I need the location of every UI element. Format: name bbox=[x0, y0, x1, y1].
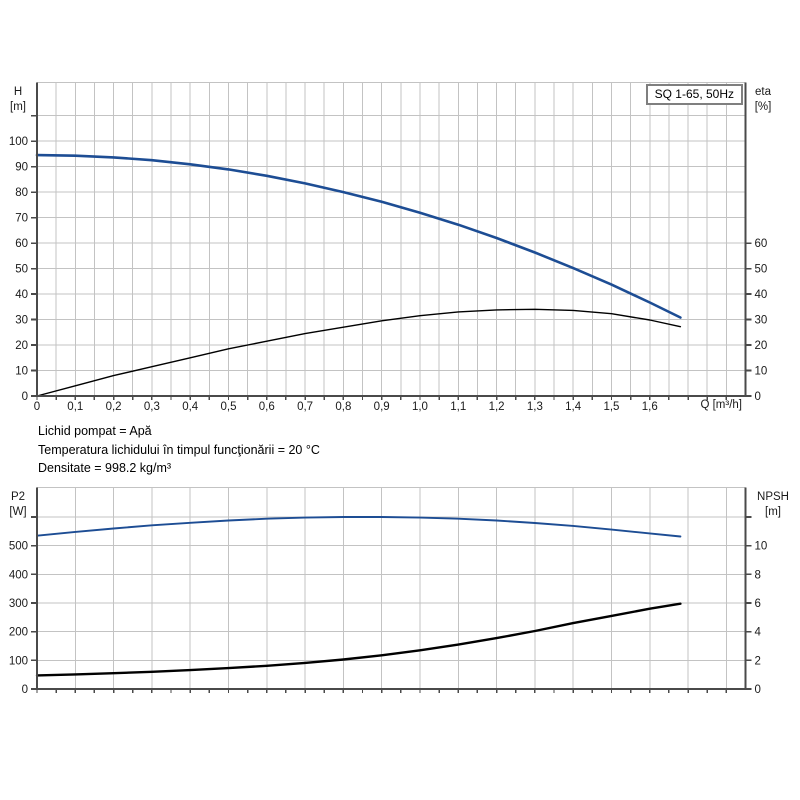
power-axis-label: P2 [W] bbox=[3, 490, 33, 520]
npsh-axis-name: NPSH bbox=[757, 491, 789, 503]
left-tick-label: 500 bbox=[9, 541, 28, 553]
head-axis-label: H [m] bbox=[4, 85, 32, 115]
liquid-temperature-line: Temperatura lichidului în timpul funcţio… bbox=[38, 442, 320, 457]
x-tick-label: 0,7 bbox=[297, 401, 313, 413]
right-tick-label: 10 bbox=[755, 541, 768, 553]
curve-h bbox=[35, 153, 682, 319]
power-axis-name: P2 bbox=[10, 491, 26, 503]
left-tick-label: 80 bbox=[15, 187, 28, 199]
x-tick-label: 1,3 bbox=[527, 401, 543, 413]
right-tick-label: 4 bbox=[755, 627, 762, 639]
left-tick-label: 40 bbox=[15, 289, 28, 301]
npsh-axis-unit: [m] bbox=[765, 506, 781, 518]
curves-1 bbox=[35, 516, 682, 677]
curve-eta bbox=[36, 308, 682, 397]
axis-ticks-1 bbox=[31, 516, 752, 693]
left-tick-label: 20 bbox=[15, 340, 28, 352]
pumped-liquid-line: Lichid pompat = Apă bbox=[38, 424, 152, 438]
right-tick-label: 8 bbox=[755, 569, 761, 581]
right-tick-label: 40 bbox=[755, 289, 768, 301]
right-tick-label: 50 bbox=[755, 264, 768, 276]
npsh-axis-label: NPSH [m] bbox=[750, 490, 796, 520]
left-tick-label: 10 bbox=[15, 366, 28, 378]
power-axis-unit: [W] bbox=[9, 506, 27, 518]
x-tick-label: 1,6 bbox=[642, 401, 658, 413]
axis-ticks-0 bbox=[31, 114, 752, 400]
axis-tick-labels-1: 0 100 200 300 400 500 0 2 4 6 8 10 bbox=[9, 541, 767, 696]
left-tick-label: 50 bbox=[15, 264, 28, 276]
head-axis-unit: [m] bbox=[10, 101, 26, 113]
left-tick-label: 100 bbox=[9, 136, 28, 148]
right-tick-label: 10 bbox=[755, 366, 768, 378]
x-tick-label: 0,9 bbox=[374, 401, 390, 413]
head-axis-name: H bbox=[13, 86, 23, 98]
x-tick-label: 0 bbox=[34, 401, 40, 413]
x-tick-label: 0,4 bbox=[182, 401, 199, 413]
eta-axis-label: eta [%] bbox=[746, 85, 780, 115]
left-tick-label: 30 bbox=[15, 315, 28, 327]
right-tick-label: 0 bbox=[755, 684, 761, 696]
x-tick-label: 1,1 bbox=[450, 401, 466, 413]
x-tick-label: 0,8 bbox=[335, 401, 351, 413]
left-tick-label: 300 bbox=[9, 598, 28, 610]
left-tick-label: 400 bbox=[9, 569, 28, 581]
left-tick-label: 200 bbox=[9, 627, 28, 639]
left-tick-label: 0 bbox=[22, 684, 28, 696]
eta-axis-unit: [%] bbox=[754, 101, 772, 113]
left-tick-label: 60 bbox=[15, 238, 28, 250]
left-tick-label: 0 bbox=[22, 391, 28, 403]
flow-axis-label: Q [m³/h] bbox=[700, 399, 742, 411]
curve-p2 bbox=[36, 516, 682, 538]
right-tick-label: 60 bbox=[755, 238, 768, 250]
density-line: Densitate = 998.2 kg/m³ bbox=[38, 461, 172, 475]
curves-0 bbox=[35, 153, 682, 397]
x-tick-label: 0,1 bbox=[67, 401, 83, 413]
right-tick-label: 2 bbox=[755, 655, 761, 667]
left-tick-label: 70 bbox=[15, 213, 28, 225]
eta-axis-name: eta bbox=[755, 86, 771, 98]
left-tick-label: 90 bbox=[15, 162, 28, 174]
x-tick-label: 1,5 bbox=[603, 401, 619, 413]
right-tick-label: 6 bbox=[755, 598, 761, 610]
left-tick-label: 100 bbox=[9, 655, 28, 667]
axes-1 bbox=[35, 487, 747, 691]
gridlines-1 bbox=[37, 487, 746, 689]
x-tick-label: 1,0 bbox=[412, 401, 428, 413]
axis-tick-labels-0: 0 10 20 30 40 50 60 70 80 90 100 0 10 20 30 40 50 60 0 0,1 0… bbox=[9, 136, 767, 413]
x-tick-label: 0,6 bbox=[259, 401, 275, 413]
x-tick-label: 1,4 bbox=[565, 401, 582, 413]
right-tick-label: 20 bbox=[755, 340, 768, 352]
gridlines-0 bbox=[37, 82, 746, 396]
right-tick-label: 0 bbox=[755, 391, 761, 403]
liquid-info-block: Lichid pompat = Apă Temperatura lichidul… bbox=[38, 422, 320, 478]
x-tick-label: 1,2 bbox=[489, 401, 505, 413]
curve-npsh bbox=[35, 602, 682, 677]
pump-model-badge: SQ 1-65, 50Hz bbox=[645, 84, 743, 105]
x-tick-label: 0,2 bbox=[106, 401, 122, 413]
right-tick-label: 30 bbox=[755, 315, 768, 327]
axes-0 bbox=[35, 82, 747, 398]
x-tick-label: 0,3 bbox=[144, 401, 160, 413]
x-tick-label: 0,5 bbox=[220, 401, 236, 413]
